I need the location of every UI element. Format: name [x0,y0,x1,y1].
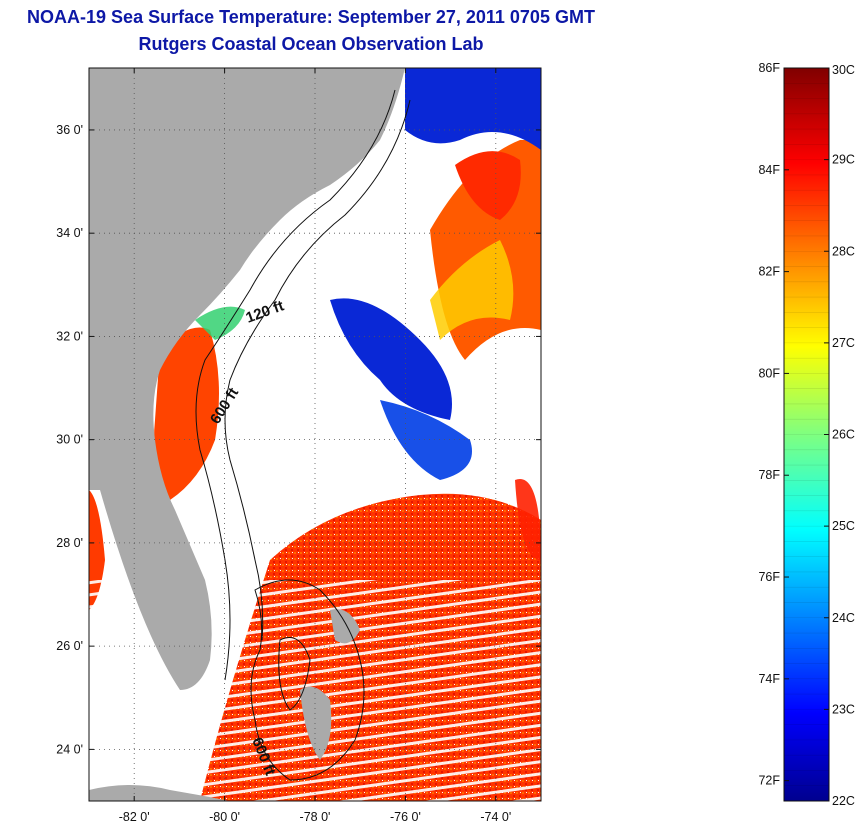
contour-120ft [195,89,396,681]
lon-tick-label: -76 0' [390,810,421,824]
lat-tick-label: 24 0' [56,742,83,756]
celsius-tick-label: 25C [832,519,855,533]
map-subtitle: Rutgers Coastal Ocean Observation Lab [138,34,484,54]
celsius-tick-label: 30C [832,63,855,77]
southern-warm-patch [515,479,541,560]
land-cuba-edge [89,785,230,801]
celsius-tick-label: 29C [832,153,855,167]
celsius-tick-label: 28C [832,244,855,258]
celsius-tick-label: 26C [832,428,855,442]
lat-tick-label: 36 0' [56,123,83,137]
map-content [89,68,541,801]
contour-bahamas-bank [250,579,365,781]
colorbar-gradient [784,68,829,801]
fahrenheit-tick-label: 74F [758,672,780,686]
fahrenheit-tick-label: 76F [758,570,780,584]
colorbar-ticks: 22C 23C 24C 25C 26C 27C 28C 29C 30C 72F 74F 76F 78F 8… [758,61,854,808]
celsius-tick-label: 27C [832,336,855,350]
fahrenheit-tick-label: 78F [758,468,780,482]
nearshore-green-band [195,306,245,340]
celsius-tick-label: 23C [832,702,855,716]
celsius-tick-label: 24C [832,611,855,625]
map-border [88,67,542,802]
map-title: NOAA-19 Sea Surface Temperature: Septemb… [27,7,595,27]
cold-filament-shelf [380,400,472,480]
lon-tick-label: -78 0' [300,810,331,824]
lat-tick-label: 30 0' [56,433,83,447]
fahrenheit-tick-label: 72F [758,774,780,788]
lat-tick-label: 32 0' [56,329,83,343]
colorbar-bands [784,82,829,787]
fahrenheit-tick-label: 82F [758,265,780,279]
contour-bahamas-inner [278,637,311,711]
lon-tick-label: -80 0' [209,810,240,824]
lat-tick-label: 26 0' [56,639,83,653]
celsius-tick-label: 22C [832,794,855,808]
cold-filament-mid [330,298,452,420]
cold-filament-north [405,68,541,150]
fahrenheit-tick-label: 84F [758,163,780,177]
contour-600ft [224,99,411,641]
fahrenheit-tick-label: 86F [758,61,780,75]
lat-tick-label: 34 0' [56,226,83,240]
land-us-east-coast [89,68,405,690]
lon-tick-label: -74 0' [480,810,511,824]
nearshore-warm-georgia [154,327,219,500]
colorbar: 22C 23C 24C 25C 26C 27C 28C 29C 30C 72F 74F 76F 78F 8… [758,61,854,808]
land-bahamas-abaco [330,609,360,644]
northeast-warm-tongue [455,151,521,220]
offshore-yellow-band [430,240,514,340]
fahrenheit-tick-label: 80F [758,366,780,380]
land-bahamas-andros [300,686,332,760]
graticule [89,68,541,801]
lat-tick-label: 28 0' [56,536,83,550]
lon-tick-label: -82 0' [119,810,150,824]
axis-ticks: 24 0' 26 0' 28 0' 30 0' 32 0' 34 0' 36 0' -82 0… [56,68,541,824]
